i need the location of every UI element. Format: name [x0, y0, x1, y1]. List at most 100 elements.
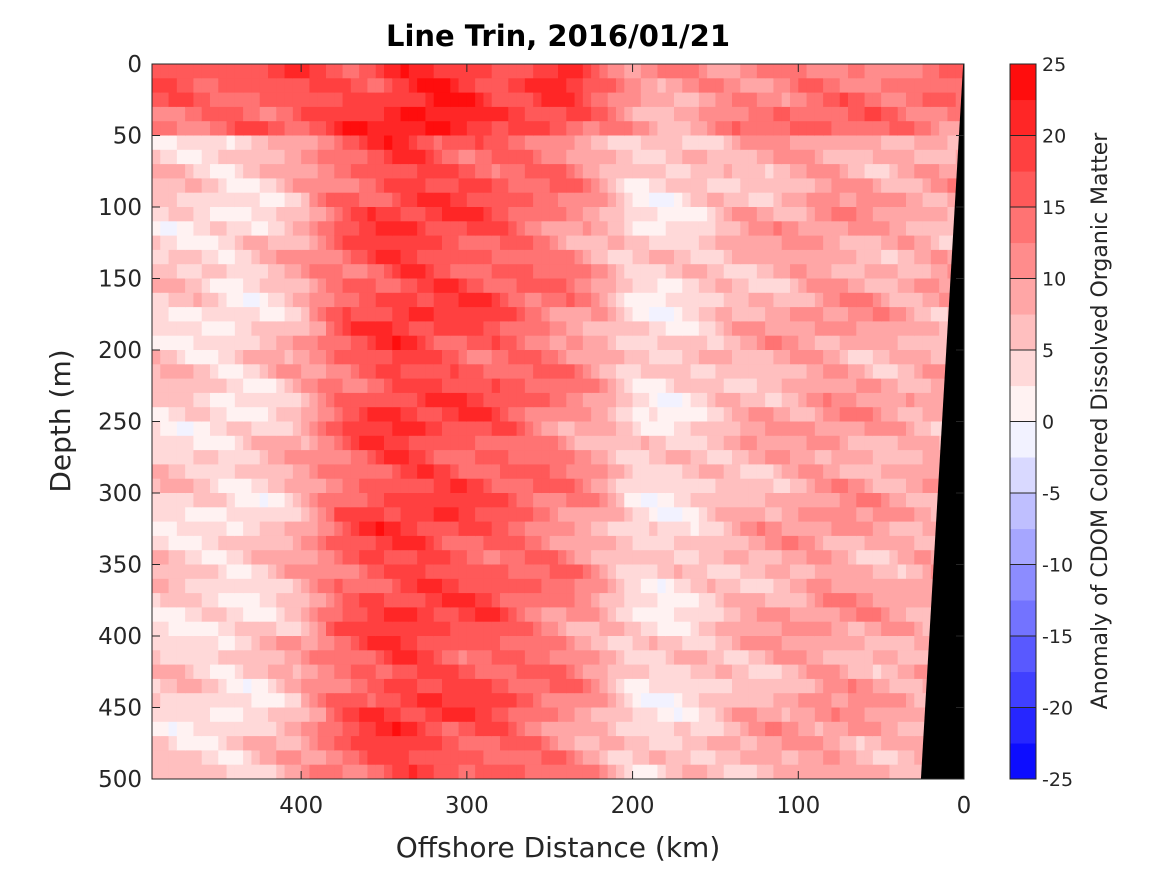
colorbar-swatch: [1010, 207, 1036, 244]
contour-cell: [201, 593, 211, 608]
contour-cell: [342, 435, 352, 451]
contour-cell: [839, 335, 849, 351]
contour-cell: [657, 721, 667, 737]
contour-cell: [392, 707, 402, 723]
contour-cell: [591, 135, 601, 151]
contour-cell: [425, 478, 435, 494]
contour-cell: [922, 535, 932, 551]
contour-cell: [624, 736, 634, 751]
contour-cell: [698, 164, 708, 179]
contour-cell: [450, 192, 460, 208]
contour-cell: [500, 392, 509, 408]
contour-cell: [665, 564, 675, 580]
contour-cell: [524, 321, 534, 337]
contour-cell: [508, 278, 518, 294]
contour-cell: [906, 307, 915, 322]
contour-cell: [541, 106, 551, 122]
contour-cell: [549, 636, 559, 651]
contour-cell: [400, 678, 410, 694]
contour-cell: [922, 636, 932, 651]
contour-cell: [491, 736, 501, 751]
contour-cell: [947, 121, 957, 137]
contour-cell: [682, 221, 692, 237]
contour-cell: [152, 378, 161, 394]
contour-cell: [201, 378, 211, 394]
contour-cell: [616, 249, 625, 265]
contour-cell: [715, 507, 725, 523]
contour-cell: [152, 678, 161, 694]
contour-cell: [574, 678, 584, 694]
contour-cell: [508, 621, 518, 637]
contour-cell: [856, 392, 866, 408]
contour-cell: [831, 493, 841, 508]
contour-cell: [765, 364, 775, 380]
contour-cell: [234, 106, 244, 122]
contour-cell: [872, 521, 882, 537]
colorbar-swatch: [1010, 600, 1036, 637]
contour-cell: [317, 493, 327, 508]
contour-cell: [632, 278, 642, 294]
contour-cell: [152, 621, 161, 637]
contour-cell: [906, 278, 915, 294]
contour-cell: [541, 636, 551, 651]
contour-cell: [185, 464, 195, 480]
contour-cell: [881, 493, 891, 508]
contour-cell: [889, 350, 899, 365]
contour-cell: [906, 335, 915, 351]
contour-cell: [657, 335, 667, 351]
contour-cell: [350, 507, 360, 523]
contour-cell: [798, 521, 808, 537]
contour-cell: [765, 478, 775, 494]
contour-cell: [516, 78, 526, 94]
contour-cell: [889, 407, 899, 423]
contour-cell: [326, 707, 335, 723]
contour-cell: [682, 92, 692, 108]
contour-cell: [259, 135, 269, 151]
contour-cell: [508, 207, 518, 222]
contour-cell: [359, 149, 369, 165]
contour-cell: [301, 607, 311, 623]
contour-cell: [939, 106, 949, 122]
contour-cell: [450, 121, 460, 137]
contour-cell: [632, 493, 642, 508]
colorbar-tick-label: 10: [1042, 269, 1066, 291]
contour-cell: [475, 307, 485, 322]
contour-cell: [748, 121, 758, 137]
contour-cell: [591, 292, 601, 308]
contour-cell: [284, 364, 294, 380]
contour-cell: [508, 364, 518, 380]
contour-cell: [317, 593, 327, 608]
contour-cell: [698, 650, 708, 666]
contour-cell: [732, 192, 741, 208]
contour-cell: [334, 521, 344, 537]
contour-cell: [566, 750, 576, 766]
contour-cell: [582, 450, 592, 465]
contour-cell: [823, 593, 833, 608]
contour-cell: [914, 407, 924, 423]
contour-cell: [375, 307, 385, 322]
contour-cell: [334, 736, 344, 751]
contour-cell: [210, 292, 219, 308]
contour-cell: [524, 450, 534, 465]
contour-cell: [682, 307, 692, 322]
contour-cell: [384, 135, 393, 151]
contour-cell: [334, 421, 344, 437]
contour-cell: [740, 550, 750, 566]
contour-cell: [292, 307, 302, 322]
contour-cell: [881, 578, 891, 594]
contour-cell: [458, 636, 468, 651]
contour-cell: [814, 192, 824, 208]
contour-cell: [234, 92, 244, 108]
contour-cell: [715, 707, 725, 723]
contour-cell: [234, 178, 244, 194]
contour-cell: [790, 192, 799, 208]
contour-cell: [599, 207, 609, 222]
contour-cell: [425, 407, 435, 423]
contour-cell: [491, 607, 501, 623]
contour-cell: [259, 678, 269, 694]
contour-cell: [160, 464, 170, 480]
contour-cell: [732, 764, 741, 779]
contour-cell: [582, 693, 592, 709]
contour-cell: [823, 664, 833, 680]
contour-cell: [814, 178, 824, 194]
